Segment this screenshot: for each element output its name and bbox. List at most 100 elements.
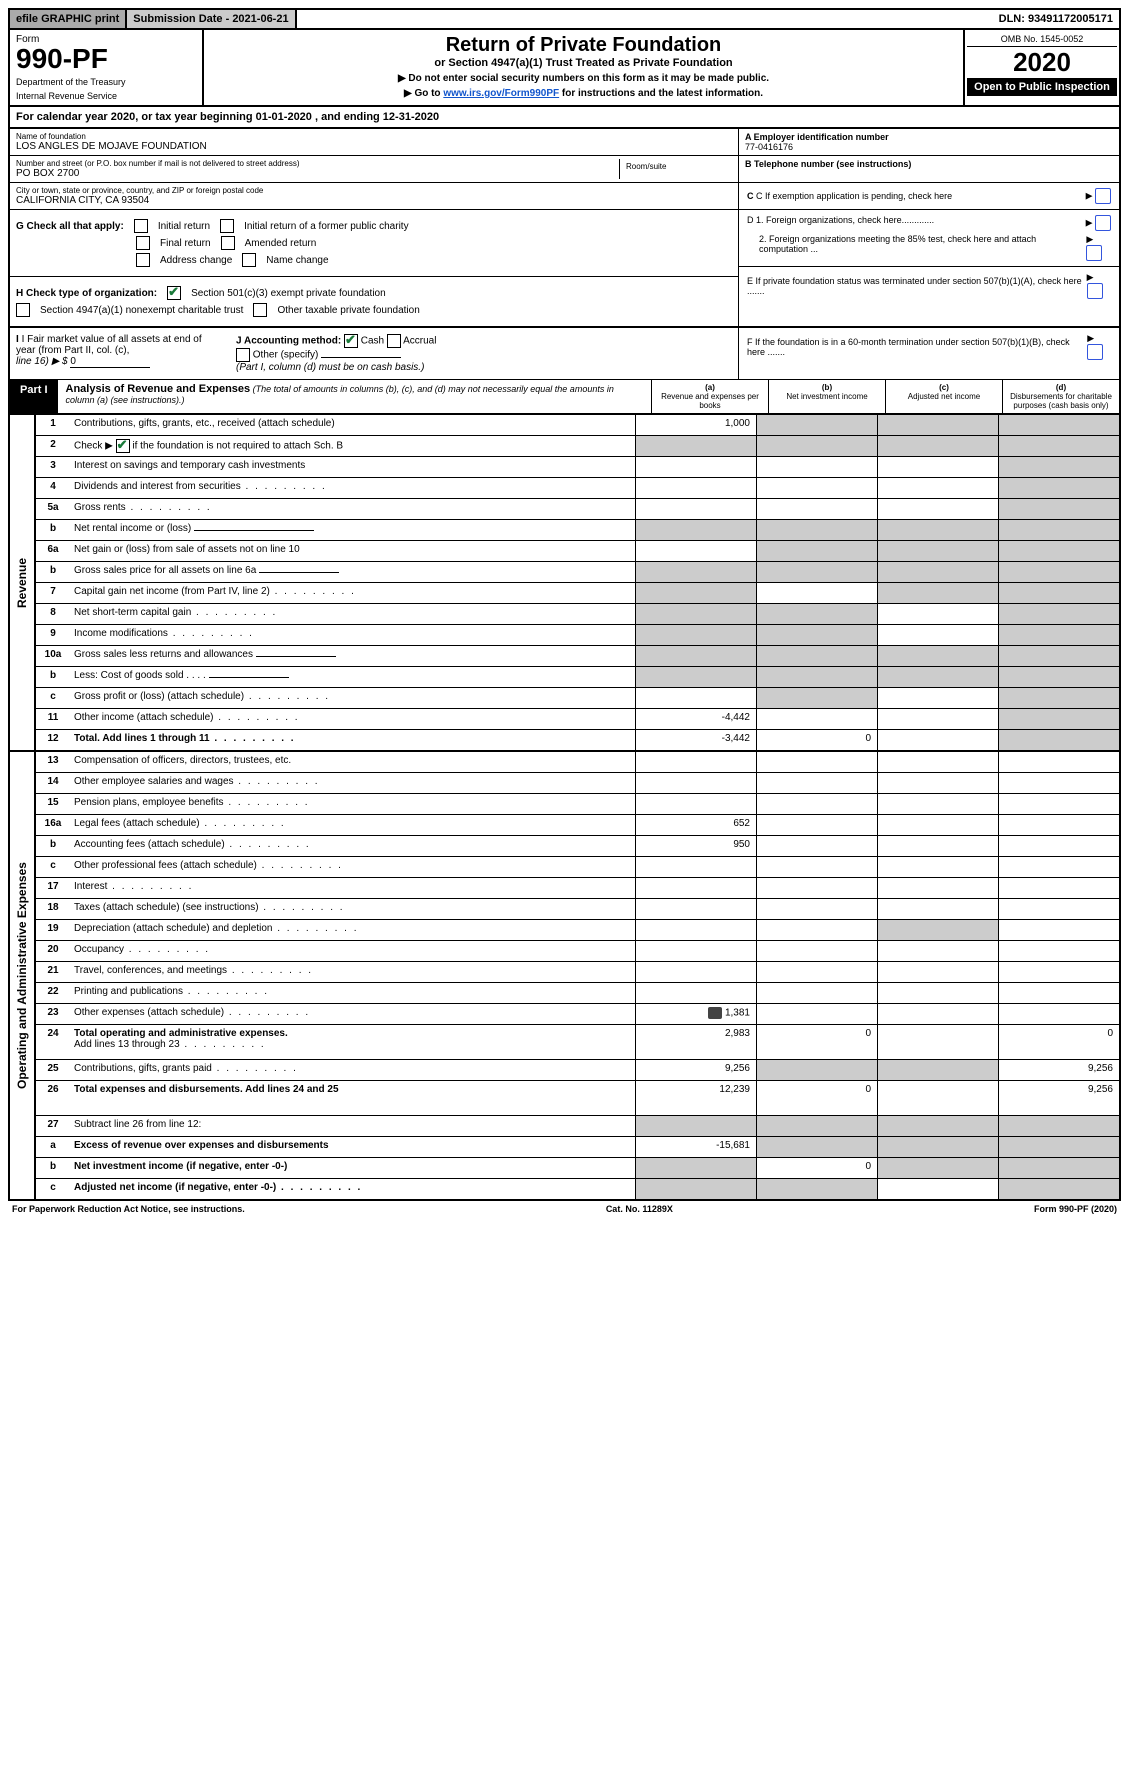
- part1-header: Part I Analysis of Revenue and Expenses …: [8, 380, 1121, 415]
- org-info-grid: Name of foundation LOS ANGLES DE MOJAVE …: [8, 129, 1121, 328]
- section-ij: I I Fair market value of all assets at e…: [8, 328, 1121, 380]
- room-suite-cell: Room/suite: [620, 159, 732, 179]
- attachment-icon[interactable]: [708, 1007, 722, 1019]
- checkbox-c[interactable]: [1095, 188, 1111, 204]
- line-27c: cAdjusted net income (if negative, enter…: [36, 1179, 1119, 1199]
- page-footer: For Paperwork Reduction Act Notice, see …: [8, 1201, 1121, 1217]
- calendar-year-row: For calendar year 2020, or tax year begi…: [8, 107, 1121, 129]
- checkbox-other-method[interactable]: [236, 348, 250, 362]
- footer-right: Form 990-PF (2020): [1034, 1204, 1117, 1214]
- checkbox-d1[interactable]: [1095, 215, 1111, 231]
- line-27a: aExcess of revenue over expenses and dis…: [36, 1137, 1119, 1158]
- section-g: G Check all that apply: Initial return I…: [10, 210, 738, 277]
- revenue-section: Revenue 1Contributions, gifts, grants, e…: [8, 415, 1121, 752]
- col-d-header: (d)Disbursements for charitable purposes…: [1002, 380, 1119, 413]
- checkbox-f[interactable]: [1087, 344, 1103, 360]
- checkbox-address-change[interactable]: [136, 253, 150, 267]
- line-1: 1Contributions, gifts, grants, etc., rec…: [36, 415, 1119, 436]
- footer-left: For Paperwork Reduction Act Notice, see …: [12, 1204, 245, 1214]
- line-20: 20Occupancy: [36, 941, 1119, 962]
- checkbox-final-return[interactable]: [136, 236, 150, 250]
- irs-link[interactable]: www.irs.gov/Form990PF: [443, 88, 559, 99]
- line-27: 27Subtract line 26 from line 12:: [36, 1116, 1119, 1137]
- line-10a: 10aGross sales less returns and allowanc…: [36, 646, 1119, 667]
- checkbox-cash[interactable]: [344, 334, 358, 348]
- line-15: 15Pension plans, employee benefits: [36, 794, 1119, 815]
- line-9: 9Income modifications: [36, 625, 1119, 646]
- line-10b: bLess: Cost of goods sold . . . .: [36, 667, 1119, 688]
- dept-irs: Internal Revenue Service: [16, 91, 196, 101]
- line-6b: bGross sales price for all assets on lin…: [36, 562, 1119, 583]
- telephone-cell: B Telephone number (see instructions): [739, 156, 1119, 183]
- tax-year: 2020: [967, 47, 1117, 78]
- fmv-value: 0: [70, 356, 150, 368]
- form-title: Return of Private Foundation: [212, 34, 955, 57]
- year-block: OMB No. 1545-0052 2020 Open to Public In…: [963, 30, 1119, 105]
- line-5b: bNet rental income or (loss): [36, 520, 1119, 541]
- line-13: 13Compensation of officers, directors, t…: [36, 752, 1119, 773]
- line-6a: 6aNet gain or (loss) from sale of assets…: [36, 541, 1119, 562]
- line-2: 2Check ▶ if the foundation is not requir…: [36, 436, 1119, 457]
- line-16b: bAccounting fees (attach schedule)950: [36, 836, 1119, 857]
- line-17: 17Interest: [36, 878, 1119, 899]
- line-26: 26Total expenses and disbursements. Add …: [36, 1081, 1119, 1116]
- line-8: 8Net short-term capital gain: [36, 604, 1119, 625]
- line-16c: cOther professional fees (attach schedul…: [36, 857, 1119, 878]
- checkbox-initial-public[interactable]: [220, 219, 234, 233]
- top-bar: efile GRAPHIC print Submission Date - 20…: [8, 8, 1121, 30]
- line-7: 7Capital gain net income (from Part IV, …: [36, 583, 1119, 604]
- city-value: CALIFORNIA CITY, CA 93504: [16, 195, 732, 206]
- line-27b: bNet investment income (if negative, ent…: [36, 1158, 1119, 1179]
- form-instruction-1: ▶ Do not enter social security numbers o…: [212, 73, 955, 84]
- form-header: Form 990-PF Department of the Treasury I…: [8, 30, 1121, 107]
- form-instruction-2: ▶ Go to www.irs.gov/Form990PF for instru…: [212, 88, 955, 99]
- checkbox-e[interactable]: [1087, 283, 1103, 299]
- checkbox-initial-return[interactable]: [134, 219, 148, 233]
- line-3: 3Interest on savings and temporary cash …: [36, 457, 1119, 478]
- revenue-label: Revenue: [10, 415, 36, 750]
- submission-date: Submission Date - 2021-06-21: [127, 10, 296, 28]
- line-11: 11Other income (attach schedule)-4,442: [36, 709, 1119, 730]
- dept-treasury: Department of the Treasury: [16, 77, 196, 87]
- part1-label: Part I: [10, 380, 58, 413]
- line-24: 24Total operating and administrative exp…: [36, 1025, 1119, 1060]
- checkbox-amended-return[interactable]: [221, 236, 235, 250]
- line-25: 25Contributions, gifts, grants paid9,256…: [36, 1060, 1119, 1081]
- foundation-name: LOS ANGLES DE MOJAVE FOUNDATION: [16, 141, 732, 152]
- line-5a: 5aGross rents: [36, 499, 1119, 520]
- checkbox-other-taxable[interactable]: [253, 303, 267, 317]
- form-id-block: Form 990-PF Department of the Treasury I…: [10, 30, 204, 105]
- part1-desc: Analysis of Revenue and Expenses (The to…: [58, 380, 651, 413]
- line-10c: cGross profit or (loss) (attach schedule…: [36, 688, 1119, 709]
- foreign-orgs: D 1. Foreign organizations, check here..…: [739, 210, 1119, 267]
- form-subtitle: or Section 4947(a)(1) Trust Treated as P…: [212, 57, 955, 69]
- line-12: 12Total. Add lines 1 through 11-3,4420: [36, 730, 1119, 750]
- ein-cell: A Employer identification number 77-0416…: [739, 129, 1119, 156]
- checkbox-501c3[interactable]: [167, 286, 181, 300]
- exemption-pending: C C If exemption application is pending,…: [739, 183, 1119, 210]
- form-title-block: Return of Private Foundation or Section …: [204, 30, 963, 105]
- city-cell: City or town, state or province, country…: [10, 183, 738, 210]
- omb-number: OMB No. 1545-0052: [967, 32, 1117, 47]
- line-14: 14Other employee salaries and wages: [36, 773, 1119, 794]
- checkbox-sch-b[interactable]: [116, 439, 130, 453]
- efile-button[interactable]: efile GRAPHIC print: [10, 10, 127, 28]
- checkbox-4947[interactable]: [16, 303, 30, 317]
- checkbox-d2[interactable]: [1086, 245, 1102, 261]
- section-h: H Check type of organization: Section 50…: [10, 277, 738, 326]
- address-value: PO BOX 2700: [16, 168, 619, 179]
- checkbox-name-change[interactable]: [242, 253, 256, 267]
- footer-center: Cat. No. 11289X: [606, 1204, 673, 1214]
- line-18: 18Taxes (attach schedule) (see instructi…: [36, 899, 1119, 920]
- dln-number: DLN: 93491172005171: [993, 10, 1119, 28]
- form-number: 990-PF: [16, 45, 196, 73]
- col-c-header: (c)Adjusted net income: [885, 380, 1002, 413]
- line-22: 22Printing and publications: [36, 983, 1119, 1004]
- 60-month-termination: F If the foundation is in a 60-month ter…: [739, 328, 1119, 365]
- checkbox-accrual[interactable]: [387, 334, 401, 348]
- ein-value: 77-0416176: [745, 142, 1113, 152]
- open-public-badge: Open to Public Inspection: [967, 78, 1117, 96]
- col-b-header: (b)Net investment income: [768, 380, 885, 413]
- line-4: 4Dividends and interest from securities: [36, 478, 1119, 499]
- expenses-label: Operating and Administrative Expenses: [10, 752, 36, 1199]
